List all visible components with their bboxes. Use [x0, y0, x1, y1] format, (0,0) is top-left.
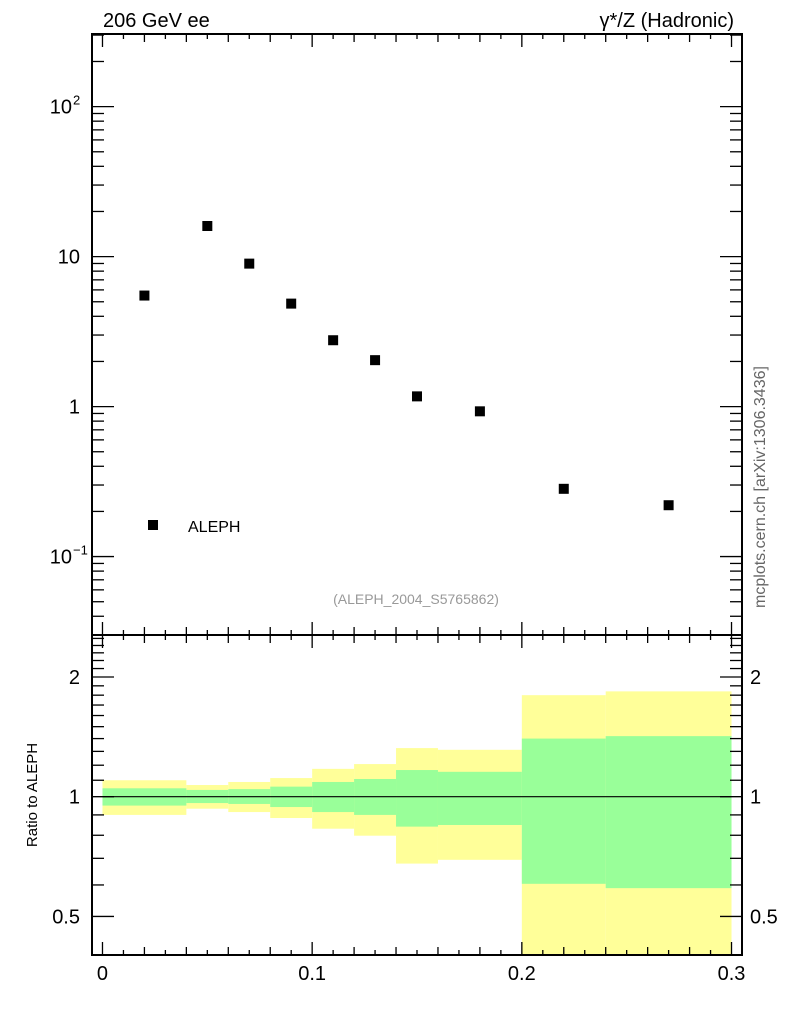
ratio-bands — [102, 691, 732, 955]
y-tick-label-exponent: 2 — [73, 93, 80, 108]
ratio-y-tick-label-right: 2 — [750, 667, 761, 689]
watermark: mcplots.cern.ch [arXiv:1306.3436] — [752, 366, 769, 608]
title-right: γ*/Z (Hadronic) — [600, 10, 734, 32]
ratio-y-axis-label: Ratio to ALEPH — [24, 743, 41, 847]
y-tick-label: 1 — [69, 397, 80, 419]
title-left: 206 GeV ee — [103, 10, 210, 32]
data-point-aleph — [474, 406, 485, 417]
data-point-aleph — [558, 483, 569, 494]
data-point-aleph — [139, 290, 150, 301]
ratio-y-tick-label-left: 0.5 — [52, 906, 80, 928]
y-tick-label-exponent: −1 — [73, 543, 88, 558]
ratio-panel-frame — [91, 634, 743, 956]
ratio-y-tick-label-left: 1 — [69, 787, 80, 809]
x-tick-label: 0 — [97, 963, 108, 985]
stat-uncertainty-bin — [437, 771, 522, 825]
data-point-aleph — [412, 391, 422, 402]
legend-label-aleph: ALEPH — [188, 519, 240, 536]
y-tick-label: 10 — [50, 97, 72, 119]
stat-uncertainty-bin — [521, 738, 606, 884]
analysis-id-annotation: (ALEPH_2004_S5765862) — [333, 591, 499, 607]
data-point-aleph — [202, 221, 213, 232]
y-tick-label: 10 — [58, 247, 80, 269]
stat-uncertainty-bin — [396, 770, 438, 827]
plot-frames — [91, 33, 743, 956]
data-point-aleph — [663, 500, 674, 511]
ratio-y-tick-label-right: 0.5 — [750, 906, 778, 928]
x-tick-labels: 0 0.1 0.2 0.3 — [97, 963, 746, 985]
data-point-aleph — [244, 258, 255, 269]
data-point-aleph — [370, 355, 381, 366]
data-point-aleph — [328, 335, 339, 346]
ratio-y-tick-label-left: 2 — [69, 667, 80, 689]
data-points — [139, 221, 674, 511]
x-tick-label: 0.1 — [298, 963, 326, 985]
legend-marker-aleph — [148, 520, 158, 530]
data-point-aleph — [286, 298, 297, 309]
ratio-y-tick-label-right: 1 — [750, 787, 761, 809]
y-tick-label: 10 — [50, 547, 72, 569]
ratio-y-tick-labels: 0.5 0.5 1 1 2 2 — [52, 667, 778, 928]
x-tick-label: 0.2 — [508, 963, 536, 985]
axis-ticks — [92, 34, 742, 956]
x-tick-label: 0.3 — [718, 963, 746, 985]
stat-uncertainty-bin — [605, 736, 732, 889]
top-panel-frame — [91, 33, 743, 636]
